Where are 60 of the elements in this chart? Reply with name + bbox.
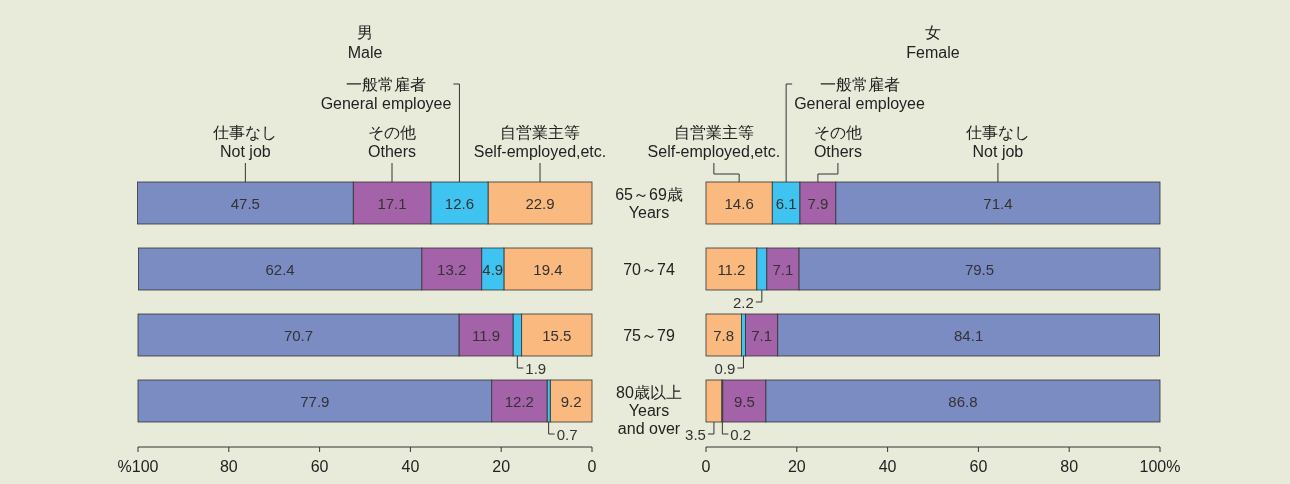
- x-tick-label: 60: [969, 458, 988, 475]
- data-label: 9.2: [560, 393, 582, 410]
- x-tick-label: 100%: [1139, 458, 1181, 475]
- series-label: 自営業主等 Self-employed,etc.: [473, 124, 607, 160]
- text: 一般常雇者 General employee: [794, 76, 926, 112]
- data-label: 71.4: [983, 195, 1013, 212]
- data-label: 7.8: [713, 327, 735, 344]
- x-tick-label: 60: [310, 458, 329, 475]
- chart-subtitle: Female: [906, 44, 960, 61]
- data-label: 11.2: [717, 261, 746, 278]
- series-label: その他 Others: [368, 124, 417, 160]
- data-label: 11.9: [471, 327, 501, 344]
- data-label: 84.1: [954, 327, 984, 344]
- data-label: 7.1: [751, 327, 773, 344]
- x-tick-label: 80: [219, 458, 238, 475]
- series-label: 仕事なし Not job: [964, 124, 1030, 160]
- data-label: 47.5: [230, 195, 260, 212]
- data-label: 0.7: [556, 426, 578, 443]
- data-label: 22.9: [525, 195, 555, 212]
- data-label: 0.9: [714, 360, 736, 377]
- x-tick-label: 20: [492, 458, 511, 475]
- data-label: 62.4: [265, 261, 295, 278]
- series-label: その他 Others: [813, 124, 862, 160]
- text: 一般常雇者 General employee: [320, 76, 452, 112]
- data-label: 12.6: [444, 195, 475, 212]
- y-tick-label: 80歳以上 Years and over: [616, 384, 682, 437]
- x-tick-label: 80: [1060, 458, 1079, 475]
- data-label: 9.5: [733, 393, 755, 410]
- data-label: 0.2: [730, 426, 752, 443]
- data-label: 2.2: [732, 294, 754, 311]
- series-label: 自営業主等 Self-employed,etc.: [647, 124, 781, 160]
- data-label: 12.2: [504, 393, 534, 410]
- data-label: 4.9: [482, 261, 504, 278]
- x-tick-label: 20: [787, 458, 806, 475]
- data-label: 13.2: [437, 261, 467, 278]
- data-label: 19.4: [533, 261, 563, 278]
- y-tick-label: 70～74: [623, 261, 675, 278]
- data-label: 7.9: [807, 195, 829, 212]
- data-label: 1.9: [525, 360, 547, 377]
- data-label: 79.5: [964, 261, 995, 278]
- x-tick-label: %100: [117, 458, 159, 475]
- data-label: 86.8: [948, 393, 978, 410]
- data-label: 70.7: [283, 327, 314, 344]
- x-tick-label: 0: [587, 458, 597, 475]
- x-tick-label: 0: [701, 458, 711, 475]
- y-tick-label: 65～69歳 Years: [615, 186, 683, 221]
- chart-title: 男: [357, 24, 373, 41]
- data-label: 14.6: [724, 195, 754, 212]
- series-label: 仕事なし Not job: [212, 124, 278, 160]
- data-label: 6.1: [775, 195, 797, 212]
- chart-subtitle: Male: [347, 44, 383, 61]
- x-tick-label: 40: [401, 458, 420, 475]
- data-label: 7.1: [772, 261, 794, 278]
- data-label: 77.9: [300, 393, 330, 410]
- data-label: 15.5: [542, 327, 572, 344]
- data-label: 17.1: [377, 195, 407, 212]
- x-tick-label: 40: [878, 458, 897, 475]
- chart-title: 女: [925, 24, 941, 41]
- data-label: 3.5: [685, 426, 706, 443]
- y-tick-label: 75～79: [623, 327, 675, 344]
